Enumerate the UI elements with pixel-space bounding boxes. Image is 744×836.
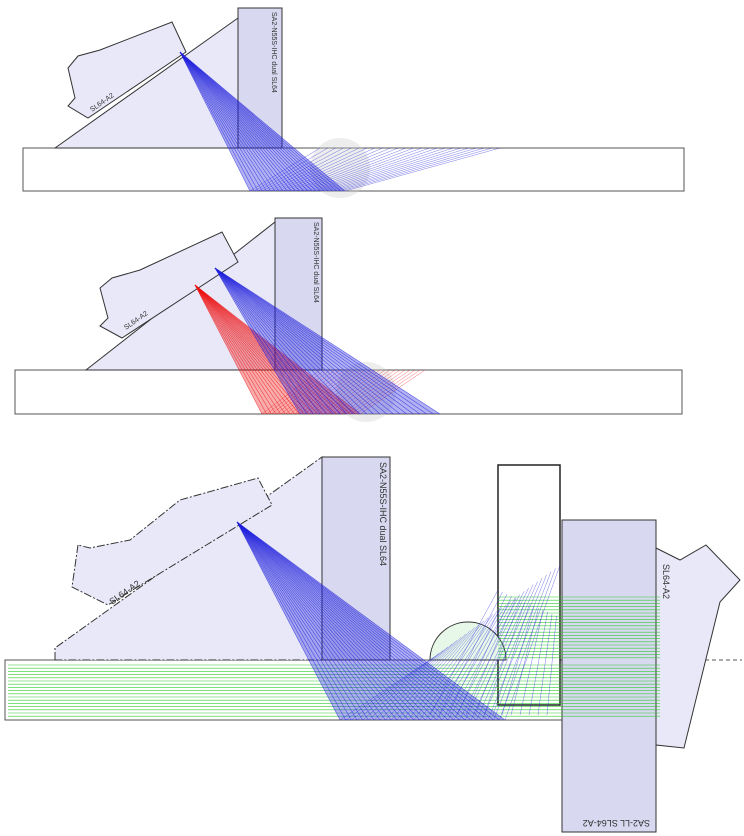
wedge-label: SA2-N55S-IHC dual SL64 bbox=[312, 222, 319, 303]
right-probe-label: SL64-A2 bbox=[661, 564, 671, 599]
wedge-label: SA2-N55S-IHC dual SL64 bbox=[378, 462, 388, 566]
right-wedge bbox=[562, 520, 656, 832]
panel-1: SL64-A2 SA2-N55S-IHC dual SL64 bbox=[23, 8, 684, 198]
right-wedge-label: SA2-LL SL64-A2 bbox=[583, 818, 650, 828]
panel-2: SL64-A2 SA2-N55S-IHC dual SL64 bbox=[15, 218, 682, 422]
panel-3: SL64-A2 SA2-N55S-IHC dual SL64 SL64-A2 S… bbox=[5, 457, 742, 832]
wedge-label: SA2-N55S-IHC dual SL64 bbox=[270, 12, 277, 93]
simulation-scene: SL64-A2 SA2-N55S-IHC dual SL64 SL64-A2 S… bbox=[0, 0, 744, 836]
weld bbox=[430, 622, 506, 660]
tall-block bbox=[498, 465, 560, 705]
